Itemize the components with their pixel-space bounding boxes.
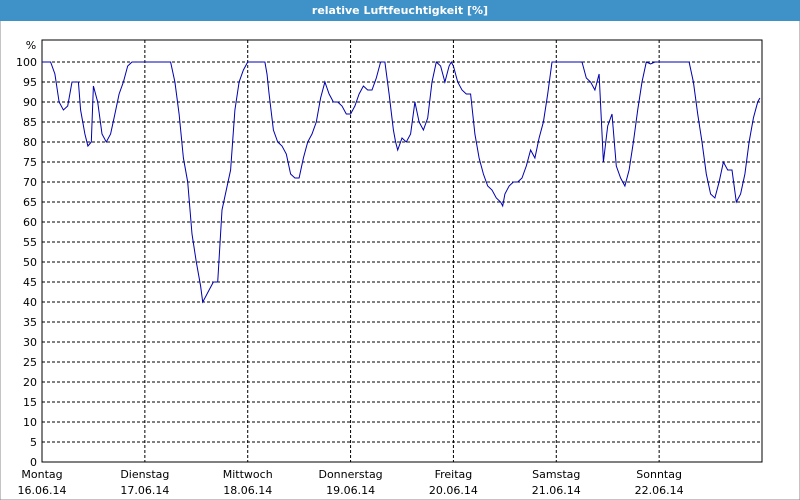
x-tick-date: 22.06.14 bbox=[635, 484, 684, 497]
y-tick-label: 25 bbox=[23, 356, 37, 369]
y-tick-label: 30 bbox=[23, 336, 37, 349]
x-tick-label: Sonntag bbox=[636, 468, 682, 481]
x-tick-date: 20.06.14 bbox=[429, 484, 478, 497]
y-tick-label: 35 bbox=[23, 316, 37, 329]
y-tick-label: 15 bbox=[23, 396, 37, 409]
x-tick-date: 21.06.14 bbox=[532, 484, 581, 497]
y-tick-label: 90 bbox=[23, 96, 37, 109]
y-tick-label: 80 bbox=[23, 136, 37, 149]
y-tick-label: 65 bbox=[23, 196, 37, 209]
y-tick-label: 45 bbox=[23, 276, 37, 289]
y-tick-label: 50 bbox=[23, 256, 37, 269]
x-tick-label: Dienstag bbox=[120, 468, 169, 481]
x-tick-label: Donnerstag bbox=[318, 468, 382, 481]
title-bar bbox=[0, 0, 800, 21]
x-tick-label: Mittwoch bbox=[223, 468, 273, 481]
chart-title: relative Luftfeuchtigkeit [%] bbox=[312, 4, 488, 17]
x-tick-date: 19.06.14 bbox=[326, 484, 375, 497]
y-tick-label: 70 bbox=[23, 176, 37, 189]
y-axis-label: % bbox=[26, 39, 36, 52]
data-line bbox=[42, 60, 761, 304]
y-tick-label: 75 bbox=[23, 156, 37, 169]
y-tick-label: 100 bbox=[16, 56, 37, 69]
y-tick-label: 60 bbox=[23, 216, 37, 229]
y-tick-label: 55 bbox=[23, 236, 37, 249]
x-tick-label: Montag bbox=[21, 468, 62, 481]
y-tick-label: 5 bbox=[30, 436, 37, 449]
x-tick-label: Freitag bbox=[435, 468, 473, 481]
plot-area bbox=[41, 39, 763, 463]
x-tick-label: Samstag bbox=[532, 468, 580, 481]
y-tick-label: 95 bbox=[23, 76, 37, 89]
y-tick-label: 20 bbox=[23, 376, 37, 389]
x-tick-date: 16.06.14 bbox=[18, 484, 67, 497]
x-tick-date: 18.06.14 bbox=[223, 484, 272, 497]
y-tick-label: 40 bbox=[23, 296, 37, 309]
y-tick-label: 85 bbox=[23, 116, 37, 129]
y-tick-label: 10 bbox=[23, 416, 37, 429]
x-tick-date: 17.06.14 bbox=[120, 484, 169, 497]
y-tick-label: 0 bbox=[30, 456, 37, 469]
